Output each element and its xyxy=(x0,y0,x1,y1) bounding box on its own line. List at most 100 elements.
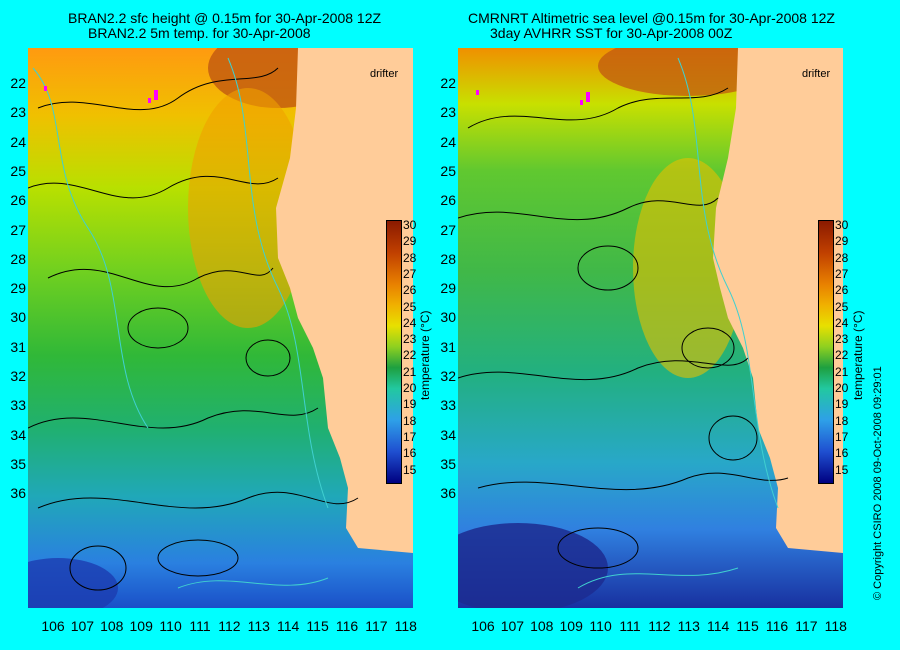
left-map-panel xyxy=(28,48,413,608)
copyright-notice: © Copyright CSIRO 2008 09-Oct-2008 09:29… xyxy=(872,366,884,600)
colorbar-tick-label: 21 xyxy=(835,364,849,379)
latitude-tick-label: 28 xyxy=(440,250,456,267)
latitude-tick-label: 24 xyxy=(440,133,456,150)
colorbar-tick-label: 19 xyxy=(403,397,417,412)
longitude-tick-label: 118 xyxy=(824,618,847,634)
right-drifter-label: drifter xyxy=(802,68,831,80)
latitude-tick-label: 36 xyxy=(440,485,456,502)
longitude-tick-label: 106 xyxy=(41,618,65,634)
latitude-tick-label: 30 xyxy=(10,309,26,326)
colorbar-tick-label: 28 xyxy=(835,250,849,265)
longitude-tick-label: 107 xyxy=(500,618,525,634)
colorbar-tick-label: 23 xyxy=(403,332,417,347)
latitude-tick-label: 22 xyxy=(10,75,26,91)
left-title-line1: BRAN2.2 sfc height @ 0.15m for 30-Apr-20… xyxy=(68,10,382,26)
right-colorbar-label: temperature (°C) xyxy=(851,310,865,401)
latitude-tick-label: 31 xyxy=(440,338,456,355)
longitude-tick-label: 115 xyxy=(306,618,329,634)
longitude-tick-label: 111 xyxy=(619,618,641,634)
left-sst-field xyxy=(28,48,413,608)
latitude-tick-label: 34 xyxy=(10,426,26,443)
colorbar-tick-label: 15 xyxy=(835,462,849,477)
colorbar-tick-label: 23 xyxy=(835,332,849,347)
colorbar-tick-label: 22 xyxy=(403,348,417,363)
latitude-tick-label: 33 xyxy=(440,397,456,414)
latitude-tick-label: 25 xyxy=(440,162,456,179)
latitude-tick-label: 35 xyxy=(440,455,456,472)
latitude-tick-label: 22 xyxy=(440,75,456,91)
colorbar-tick-label: 29 xyxy=(403,234,417,249)
longitude-tick-label: 116 xyxy=(765,618,789,634)
colorbar-tick-label: 20 xyxy=(835,381,849,395)
colorbar-tick-label: 29 xyxy=(835,234,849,249)
longitude-tick-label: 112 xyxy=(648,618,671,634)
latitude-tick-label: 32 xyxy=(440,368,456,384)
latitude-tick-label: 27 xyxy=(10,221,26,238)
colorbar-tick-label: 26 xyxy=(403,283,417,298)
longitude-tick-label: 115 xyxy=(736,618,759,634)
latitude-tick-label: 36 xyxy=(10,485,26,502)
longitude-tick-label: 114 xyxy=(277,618,300,634)
latitude-tick-label: 32 xyxy=(10,368,26,384)
colorbar-tick-label: 17 xyxy=(403,429,417,444)
colorbar-tick-label: 18 xyxy=(835,413,849,428)
latitude-tick-label: 26 xyxy=(440,192,456,209)
latitude-tick-label: 26 xyxy=(10,192,26,209)
longitude-tick-label: 112 xyxy=(218,618,241,634)
longitude-tick-label: 108 xyxy=(100,618,124,634)
colorbar-tick-label: 28 xyxy=(403,250,417,265)
left-colorbar-label: temperature (°C) xyxy=(418,310,432,401)
latitude-tick-label: 28 xyxy=(10,250,26,267)
left-drifter-label: drifter xyxy=(370,68,399,80)
right-title-line2: 3day AVHRR SST for 30-Apr-2008 00Z xyxy=(490,25,733,41)
colorbar-tick-label: 16 xyxy=(403,446,417,461)
colorbar-tick-label: 30 xyxy=(403,218,417,232)
colorbar-tick-label: 30 xyxy=(835,218,849,232)
longitude-tick-label: 110 xyxy=(159,618,182,634)
longitude-tick-label: 110 xyxy=(589,618,612,634)
colorbar-tick-label: 27 xyxy=(403,266,417,281)
colorbar-tick-label: 24 xyxy=(835,315,849,330)
longitude-tick-label: 117 xyxy=(365,618,388,634)
colorbar-tick-label: 24 xyxy=(403,315,417,330)
longitude-tick-label: 106 xyxy=(471,618,495,634)
latitude-tick-label: 33 xyxy=(10,397,26,414)
latitude-tick-label: 29 xyxy=(10,280,26,297)
longitude-tick-label: 109 xyxy=(129,618,153,634)
colorbar-tick-label: 22 xyxy=(835,348,849,363)
latitude-tick-label: 27 xyxy=(440,221,456,238)
left-colorbar xyxy=(386,220,402,484)
left-drifter-legend: drifter xyxy=(370,68,398,80)
latitude-tick-label: 25 xyxy=(10,162,26,179)
latitude-tick-label: 34 xyxy=(440,426,456,443)
longitude-tick-label: 113 xyxy=(677,618,700,634)
colorbar-tick-label: 18 xyxy=(403,413,417,428)
latitude-tick-label: 31 xyxy=(10,338,26,355)
longitude-tick-label: 109 xyxy=(559,618,583,634)
colorbar-tick-label: 15 xyxy=(403,462,417,477)
longitude-tick-label: 107 xyxy=(70,618,95,634)
longitude-tick-label: 111 xyxy=(189,618,211,634)
longitude-tick-label: 108 xyxy=(530,618,554,634)
left-title-line2: BRAN2.2 5m temp. for 30-Apr-2008 xyxy=(88,25,311,41)
right-map-panel xyxy=(458,48,843,608)
colorbar-tick-label: 25 xyxy=(403,299,417,314)
right-title-line1: CMRNRT Altimetric sea level @0.15m for 3… xyxy=(468,10,835,26)
colorbar-tick-label: 21 xyxy=(403,364,417,379)
longitude-tick-label: 117 xyxy=(795,618,818,634)
colorbar-tick-label: 19 xyxy=(835,397,849,412)
right-sst-field xyxy=(458,48,843,608)
colorbar-tick-label: 17 xyxy=(835,429,849,444)
latitude-tick-label: 35 xyxy=(10,455,26,472)
latitude-tick-label: 30 xyxy=(440,309,456,326)
right-drifter-legend: drifter xyxy=(802,68,830,80)
colorbar-tick-label: 16 xyxy=(835,446,849,461)
colorbar-tick-label: 26 xyxy=(835,283,849,298)
latitude-tick-label: 23 xyxy=(10,104,26,121)
latitude-tick-label: 23 xyxy=(440,104,456,121)
longitude-tick-label: 116 xyxy=(335,618,359,634)
longitude-tick-label: 118 xyxy=(394,618,417,634)
latitude-tick-label: 29 xyxy=(440,280,456,297)
colorbar-tick-label: 25 xyxy=(835,299,849,314)
right-colorbar xyxy=(818,220,834,484)
